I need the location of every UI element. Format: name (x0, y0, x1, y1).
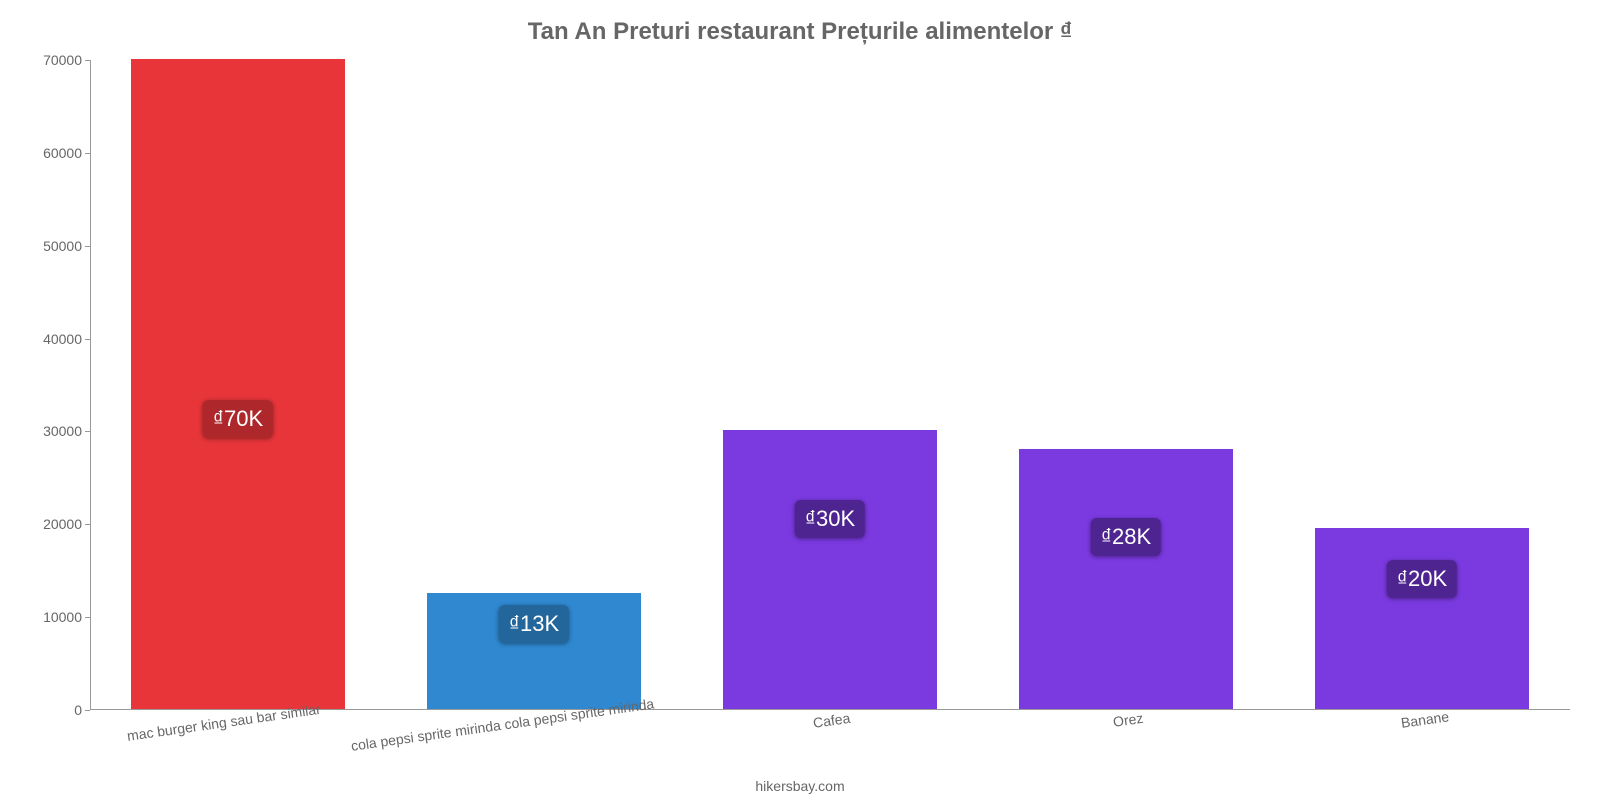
y-axis: 010000200003000040000500006000070000 (0, 60, 90, 710)
y-tick-label: 10000 (43, 609, 82, 625)
price-bar (723, 430, 936, 709)
y-tick-label: 50000 (43, 238, 82, 254)
value-badge: ₫13K (499, 605, 569, 643)
bar-slot: ₫70K (131, 60, 344, 709)
y-tick-label: 30000 (43, 423, 82, 439)
bars-region: ₫70K ₫13K ₫30K ₫28K ₫20K (90, 60, 1570, 710)
plot-area: ₫70K ₫13K ₫30K ₫28K ₫20K (90, 60, 1570, 710)
x-tick-label: Orez (1112, 710, 1144, 730)
y-tick-mark (85, 710, 90, 711)
price-bar (1019, 449, 1232, 709)
y-tick-label: 60000 (43, 145, 82, 161)
value-badge: ₫28K (1091, 518, 1161, 556)
x-axis-labels: mac burger king sau bar similarcola peps… (90, 712, 1570, 782)
bar-slot: ₫30K (723, 60, 936, 709)
price-bar (131, 59, 344, 709)
x-tick-label: Cafea (812, 709, 851, 730)
chart-title: Tan An Preturi restaurant Prețurile alim… (0, 18, 1600, 46)
value-badge: ₫70K (203, 400, 273, 438)
attribution-text: hikersbay.com (0, 778, 1600, 794)
y-tick-label: 40000 (43, 331, 82, 347)
bar-slot: ₫20K (1315, 60, 1528, 709)
value-badge: ₫30K (795, 500, 865, 538)
x-tick-label: Banane (1400, 708, 1450, 731)
price-bar-chart: Tan An Preturi restaurant Prețurile alim… (0, 0, 1600, 800)
y-tick-label: 0 (74, 702, 82, 718)
y-tick-label: 20000 (43, 516, 82, 532)
bar-slot: ₫13K (427, 60, 640, 709)
value-badge: ₫20K (1387, 560, 1457, 598)
price-bar (1315, 528, 1528, 709)
y-tick-label: 70000 (43, 52, 82, 68)
bar-slot: ₫28K (1019, 60, 1232, 709)
